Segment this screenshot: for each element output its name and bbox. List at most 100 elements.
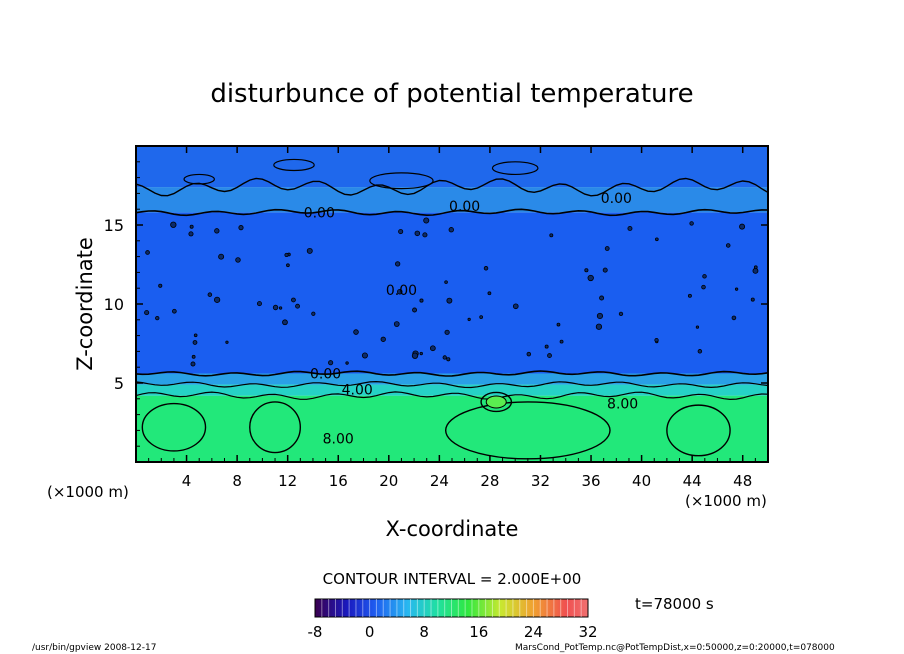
x-tick-label: 16 <box>329 472 348 490</box>
small-contour <box>544 344 549 349</box>
colorbar-tick-label: 32 <box>578 623 597 641</box>
small-contour <box>272 304 279 311</box>
small-contour <box>702 274 707 279</box>
upper-contour-2 <box>491 161 539 176</box>
small-contour <box>311 311 316 316</box>
contour-value-label: 8.00 <box>323 431 354 447</box>
x-unit-label-right: (×1000 m) <box>685 492 767 510</box>
upper-contour-0 <box>183 173 215 185</box>
small-contour <box>446 297 453 304</box>
colorbar-tick-label: 16 <box>469 623 488 641</box>
time-label: t=78000 s <box>635 595 714 613</box>
x-tick-label: 20 <box>379 472 398 490</box>
small-contour <box>587 274 594 282</box>
contour-line-3 <box>136 208 768 217</box>
contour-line-4 <box>136 177 768 197</box>
field-band-0 <box>136 395 768 462</box>
small-contour <box>395 261 401 267</box>
colorbar-tick-label: 0 <box>365 623 375 641</box>
contour-value-label: 0.00 <box>601 191 632 207</box>
small-contour <box>627 225 633 231</box>
colorbar <box>314 598 589 618</box>
small-contour <box>604 246 610 251</box>
small-contour <box>725 243 731 248</box>
x-tick-label: 32 <box>531 472 550 490</box>
y-tick-label: 15 <box>104 216 124 235</box>
colorbar-stripes <box>321 599 582 617</box>
y-axis-ticks: 5 10 15 <box>104 161 768 447</box>
small-contour <box>145 250 150 255</box>
small-contour <box>731 315 737 321</box>
small-contour <box>414 230 421 237</box>
small-contour <box>739 223 746 230</box>
contour-loop-1 <box>249 401 302 454</box>
small-contour <box>207 292 213 297</box>
small-contour <box>655 237 659 242</box>
x-tick-label: 40 <box>632 472 651 490</box>
small-contour <box>291 297 296 303</box>
field-band-1 <box>136 384 768 396</box>
warm-core <box>485 395 507 409</box>
contour-value-label: 0.00 <box>386 283 417 299</box>
contour-line-2 <box>136 370 768 377</box>
small-contour <box>448 227 454 233</box>
small-contour <box>214 228 220 234</box>
contour-loop-0 <box>141 402 207 452</box>
x-tick-label: 44 <box>683 472 702 490</box>
x-tick-label: 48 <box>733 472 752 490</box>
small-contour <box>306 247 313 254</box>
y-axis-title: Z-coordinate <box>73 237 97 371</box>
small-contour <box>218 253 225 260</box>
small-contour <box>479 315 483 319</box>
small-contour <box>584 268 589 273</box>
small-contour <box>393 321 400 327</box>
footer-left: /usr/bin/gpview 2008-12-17 <box>32 643 156 653</box>
small-contour <box>284 252 289 258</box>
colorbar-ticks: -8 0 8 16 24 32 <box>308 623 598 641</box>
small-contour <box>172 308 177 314</box>
small-contour <box>235 257 241 263</box>
small-contour <box>411 352 419 359</box>
upper-contour-3 <box>273 158 315 172</box>
small-contour <box>422 232 428 238</box>
small-contour <box>467 317 471 322</box>
upper-contour-1 <box>369 172 434 190</box>
small-contour <box>734 287 739 291</box>
contour-line-1 <box>136 380 768 389</box>
y-tick-label: 10 <box>104 295 124 314</box>
small-contour <box>295 303 300 309</box>
small-contour <box>599 295 605 301</box>
small-contour <box>225 340 229 344</box>
small-contour <box>444 329 450 335</box>
contour-value-label: 0.00 <box>449 199 480 215</box>
small-contour <box>189 224 194 229</box>
x-axis-ticks: 4 8 12 16 20 24 28 32 36 40 44 48 <box>148 146 756 490</box>
small-contour <box>193 333 198 338</box>
small-contour <box>412 307 418 313</box>
small-contour <box>444 280 448 284</box>
small-contour <box>158 283 163 288</box>
small-contour <box>487 291 492 296</box>
small-contour <box>596 312 604 320</box>
small-contour <box>190 361 196 367</box>
contour-value-label: 0.00 <box>304 205 335 221</box>
small-contour <box>559 339 564 344</box>
small-contour <box>170 221 177 228</box>
small-contour <box>547 353 552 358</box>
small-contour <box>595 323 603 330</box>
small-contour <box>192 340 198 345</box>
small-contour <box>423 217 430 224</box>
small-contour <box>752 267 759 274</box>
small-contour <box>419 298 424 303</box>
x-unit-label-left: (×1000 m) <box>47 483 129 501</box>
small-contour <box>155 315 160 321</box>
small-contour <box>328 360 334 366</box>
contour-interval-label: CONTOUR INTERVAL = 2.000E+00 <box>323 570 582 588</box>
small-contour <box>361 352 368 359</box>
x-tick-label: 36 <box>581 472 600 490</box>
field-band-5 <box>136 146 768 188</box>
small-contour <box>380 336 386 342</box>
contour-loop-4 <box>666 404 731 457</box>
colorbar-tick-label: 8 <box>419 623 429 641</box>
small-contour <box>282 319 288 326</box>
